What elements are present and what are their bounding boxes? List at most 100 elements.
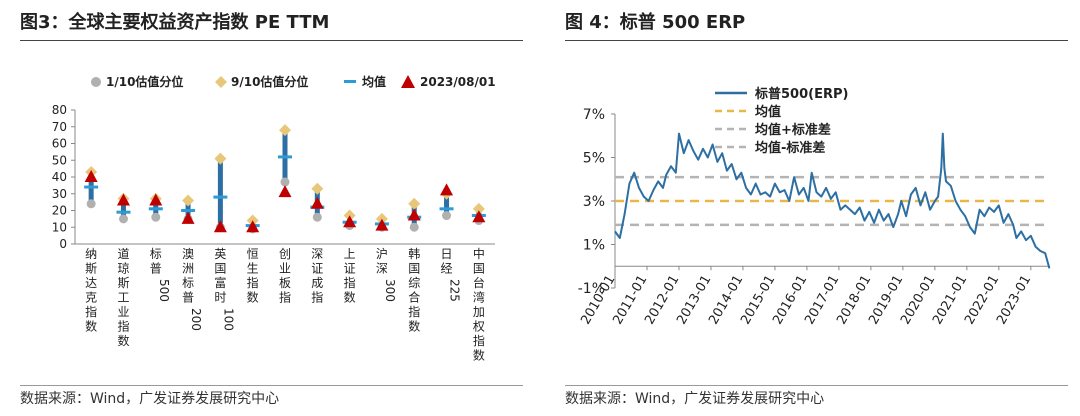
y-tick-label: 80 — [52, 103, 67, 117]
legend-label-p10: 1/10估值分位 — [106, 74, 183, 89]
erp-chart: 7%5%3%1%-1%2010-012011-012012-012013-012… — [578, 86, 1051, 327]
current-point — [149, 193, 163, 206]
source-divider — [20, 385, 523, 386]
current-point — [116, 193, 130, 206]
category-label-part: 斯 — [85, 262, 97, 276]
category-label-part: 普 — [150, 262, 162, 276]
category-label-part: 克 — [85, 291, 97, 305]
y-tick-label: 10 — [52, 220, 67, 234]
category-label-part: 225 — [448, 279, 462, 302]
category-label-part: 沪 — [376, 247, 388, 261]
category-label-part: 成 — [311, 276, 323, 290]
pe-chart-source: 数据来源：Wind，广发证券发展研究中心 — [20, 391, 280, 407]
p10-point — [409, 222, 419, 232]
category-label-part: 上 — [344, 247, 356, 261]
category-label-part: 澳 — [182, 247, 194, 261]
category-label-part: 综 — [408, 276, 420, 290]
category-label-part: 达 — [85, 276, 97, 290]
category-label-part: 琼 — [117, 261, 129, 276]
y-tick-label: 5% — [583, 151, 605, 167]
category-label-part: 生 — [247, 262, 259, 276]
category-label-part: 纳 — [85, 247, 97, 261]
current-point — [278, 185, 292, 198]
category-label-part: 创 — [279, 247, 291, 261]
current-point — [407, 208, 421, 221]
p10-point — [280, 177, 290, 187]
mean-marker — [439, 207, 454, 211]
mean-marker — [278, 155, 292, 159]
category-label-part: 证 — [311, 262, 323, 276]
current-point — [181, 211, 195, 224]
category-label-part: 业 — [117, 305, 129, 319]
category-label-part: 数 — [247, 290, 259, 305]
p10-point — [442, 211, 452, 221]
category-label-part: 国 — [408, 262, 420, 276]
pe-chart: 0 10 20 30 40 50 60 70 80 1/10估值分位 9/10估值分位 均值 2023/… — [52, 74, 496, 363]
category-label-part: 板 — [279, 276, 291, 290]
category-label-part: 工 — [117, 291, 129, 305]
category-label-part: 经 — [441, 262, 453, 276]
category-label-part: 深 — [311, 247, 323, 261]
y-tick-label: 1% — [583, 238, 605, 254]
category-label-part: 日 — [441, 247, 453, 261]
category-label-part: 100 — [221, 308, 235, 331]
p90-point — [182, 194, 195, 207]
category-label-part: 指 — [311, 290, 323, 305]
category-label-part: 加 — [473, 305, 485, 319]
mean-marker — [181, 209, 196, 212]
category-label-part: 台 — [473, 275, 485, 290]
erp-chart-title: 图 4：标普 500 ERP — [565, 12, 746, 33]
current-point — [310, 196, 324, 209]
category-label-part: 洲 — [182, 262, 194, 276]
category-label-part: 500 — [157, 279, 171, 302]
category-label-part: 国 — [473, 262, 485, 276]
category-label-part: 数 — [408, 319, 420, 334]
p10-point — [312, 212, 322, 222]
y-tick-label: 7% — [583, 107, 605, 123]
legend-marker-mean — [344, 80, 356, 83]
category-label-part: 指 — [279, 290, 291, 305]
y-tick-label: 50 — [52, 153, 67, 167]
y-tick-label: 20 — [52, 204, 67, 218]
legend-label-current: 2023/08/01 — [420, 75, 496, 89]
category-label-part: 韩 — [408, 246, 420, 261]
category-label-part: 指 — [344, 275, 356, 290]
category-label-part: 证 — [344, 262, 356, 276]
category-label-part: 数 — [85, 319, 97, 334]
p10-point — [118, 214, 128, 224]
range-bar — [217, 158, 223, 228]
y-tick-label: 40 — [52, 170, 67, 184]
mean-marker — [148, 207, 163, 211]
category-label-part: 指 — [247, 275, 259, 290]
p90-point — [279, 124, 291, 137]
category-label-part: 富 — [214, 275, 226, 290]
category-label-part: 普 — [182, 291, 194, 305]
category-label-part: 恒 — [247, 247, 259, 261]
current-point — [375, 218, 389, 231]
erp-chart-source: 数据来源：Wind，广发证券发展研究中心 — [565, 391, 825, 407]
y-tick-label: 70 — [52, 120, 67, 134]
category-label-part: 权 — [473, 320, 485, 334]
category-label-part: 道 — [117, 247, 129, 261]
category-label-part: 数 — [473, 348, 485, 363]
p10-point — [151, 212, 161, 222]
legend-label-mean: 均值 — [362, 74, 386, 89]
y-tick-label: 30 — [52, 187, 67, 201]
legend-label-erp: 标普500(ERP) — [754, 86, 848, 102]
mean-marker — [84, 185, 99, 189]
category-label-part: 中 — [473, 246, 485, 261]
legend-label-mean: 均值 — [755, 104, 781, 120]
range-bar — [444, 193, 450, 216]
y-tick-label: 3% — [583, 194, 605, 210]
category-label-part: 指 — [117, 319, 129, 334]
category-label-part: 英 — [214, 247, 226, 261]
y-tick-label: -1% — [578, 281, 605, 297]
y-tick-label: 60 — [52, 137, 67, 151]
legend-label-p90: 9/10估值分位 — [231, 74, 308, 89]
legend-marker-p10 — [91, 77, 101, 87]
category-label-part: 斯 — [117, 276, 129, 290]
source-divider — [565, 385, 1068, 386]
range-bar — [120, 198, 126, 219]
current-point — [213, 220, 227, 233]
category-label-part: 200 — [189, 308, 203, 331]
